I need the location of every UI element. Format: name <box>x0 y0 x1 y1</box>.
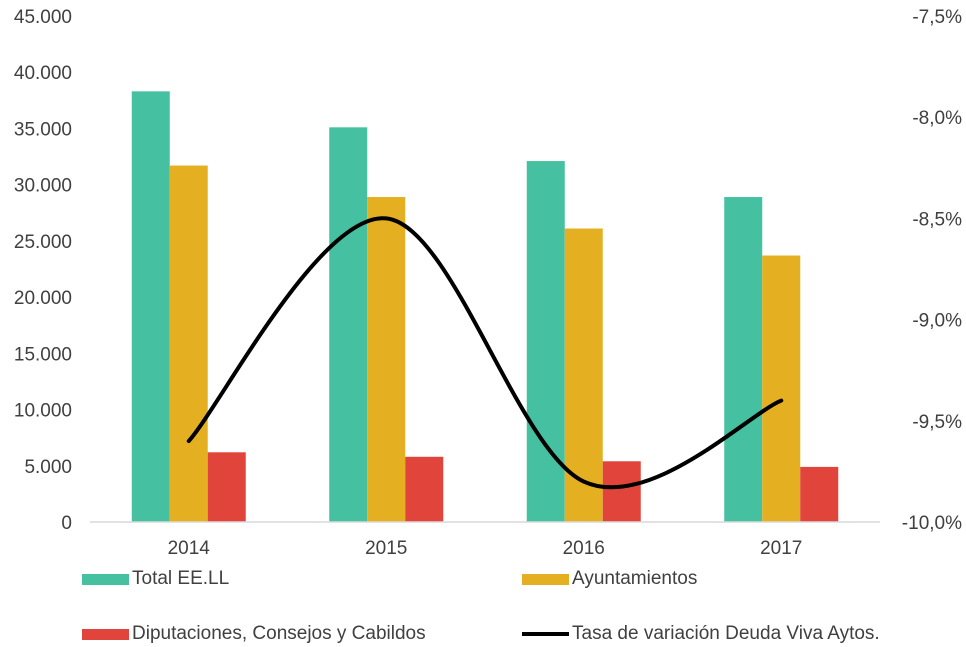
legend-swatch-rate <box>522 632 569 636</box>
y-left-tick-label: 35.000 <box>14 119 72 140</box>
y-right-tick-label: -7,5% <box>912 7 962 28</box>
y-right-tick-label: -10,0% <box>902 513 962 534</box>
y-left-tick-label: 10.000 <box>14 401 72 422</box>
bar-ayuntamientos-2014 <box>169 165 208 522</box>
y-right-axis: -10,0% -9,5% -9,0% -8,5% -8,0% -7,5% <box>902 7 962 534</box>
y-left-axis: 0 5.000 10.000 15.000 20.000 25.000 30.000 35.0… <box>14 7 72 534</box>
y-left-tick-label: 5.000 <box>24 457 72 478</box>
y-left-tick-label: 15.000 <box>14 344 72 365</box>
x-tick-label: 2017 <box>760 538 802 559</box>
bar-ayuntamientos-2015 <box>367 197 406 522</box>
legend-item-ayuntamientos: Ayuntamientos <box>522 568 697 590</box>
x-tick-label: 2014 <box>168 538 211 559</box>
rate-line <box>186 216 784 490</box>
legend-label-rate: Tasa de variación Deuda Viva Aytos. <box>572 623 880 644</box>
bar-diputaciones-consejos-y-cabildos-2016 <box>602 461 641 522</box>
y-left-tick-label: 45.000 <box>14 7 72 28</box>
y-right-tick-label: -8,0% <box>912 108 962 129</box>
y-left-tick-label: 40.000 <box>14 63 72 84</box>
y-right-tick-label: -9,0% <box>912 311 962 332</box>
legend-item-total: Total EE.LL <box>82 568 229 590</box>
bar-ayuntamientos-2017 <box>762 255 801 523</box>
x-axis: 2014 2015 2016 2017 <box>168 538 803 559</box>
x-tick-label: 2015 <box>365 538 407 559</box>
x-tick-label: 2016 <box>563 538 605 559</box>
legend-item-diputaciones: Diputaciones, Consejos y Cabildos <box>82 623 426 645</box>
legend-label-diputaciones: Diputaciones, Consejos y Cabildos <box>132 623 426 644</box>
legend-swatch-ayuntamientos <box>522 573 569 585</box>
bars-group <box>131 91 839 523</box>
y-right-tick-label: -9,5% <box>912 412 962 433</box>
bar-total-ee-ll-2015 <box>329 127 368 522</box>
legend-label-ayuntamientos: Ayuntamientos <box>572 568 698 589</box>
bar-diputaciones-consejos-y-cabildos-2014 <box>207 452 246 522</box>
legend-item-rate: Tasa de variación Deuda Viva Aytos. <box>522 623 880 645</box>
y-left-tick-label: 30.000 <box>14 176 72 197</box>
y-left-tick-label: 0 <box>61 513 72 534</box>
y-left-tick-label: 20.000 <box>14 288 72 309</box>
y-left-tick-label: 25.000 <box>14 232 72 253</box>
y-right-tick-label: -8,5% <box>912 209 962 230</box>
bar-diputaciones-consejos-y-cabildos-2015 <box>405 456 444 522</box>
bar-diputaciones-consejos-y-cabildos-2017 <box>800 466 839 522</box>
legend-swatch-diputaciones <box>82 628 129 640</box>
legend-label-total: Total EE.LL <box>132 568 230 589</box>
bar-total-ee-ll-2016 <box>526 161 565 522</box>
bar-ayuntamientos-2016 <box>564 228 603 522</box>
bar-total-ee-ll-2017 <box>724 197 763 522</box>
legend-swatch-total <box>82 573 129 585</box>
bar-total-ee-ll-2014 <box>131 91 170 523</box>
